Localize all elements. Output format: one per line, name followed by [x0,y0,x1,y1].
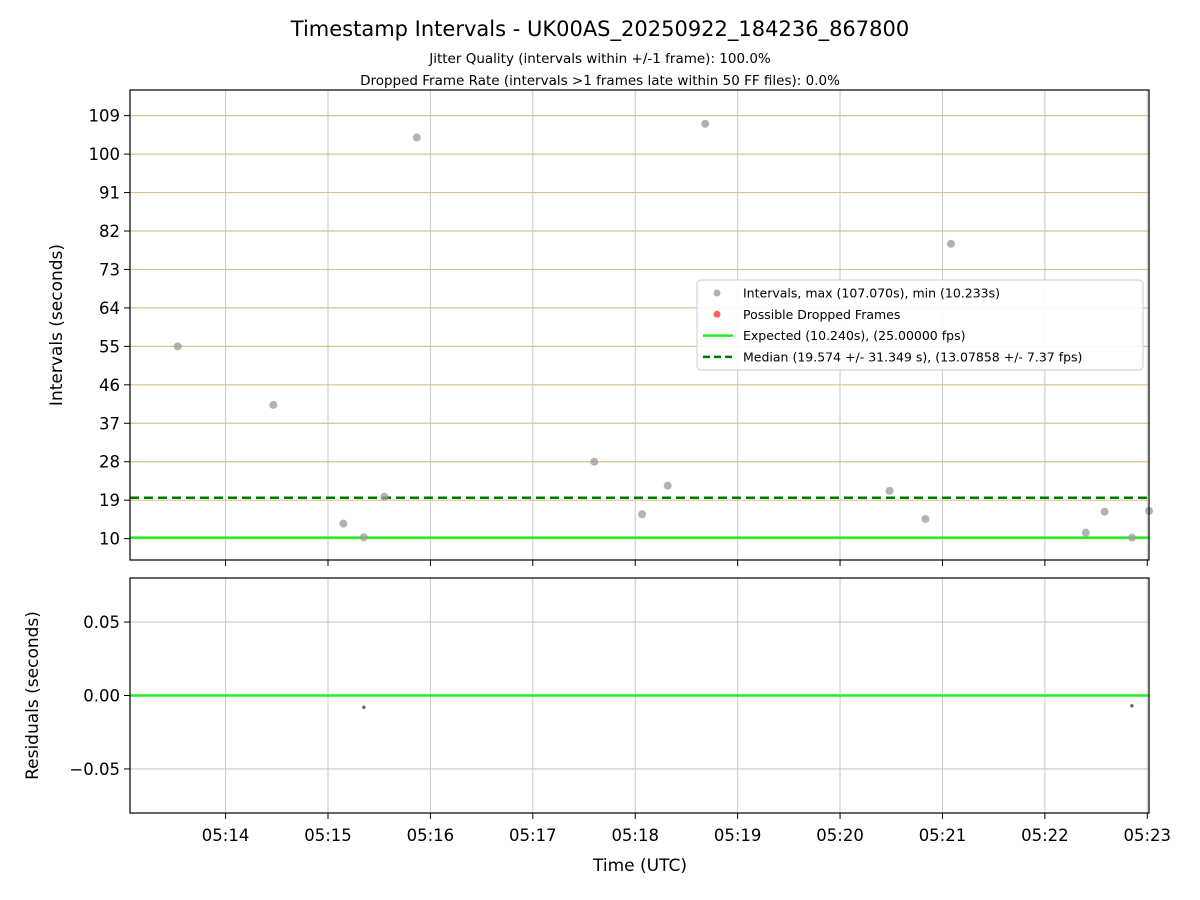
axes-frame [129,89,1150,561]
legend-label: Expected (10.240s), (25.00000 fps) [743,328,965,343]
legend-label: Possible Dropped Frames [743,307,900,322]
y-tick-label: 64 [99,299,120,318]
x-tick-label: 05:14 [202,826,250,845]
y-tick-label: 73 [99,260,120,279]
x-tick-label: 05:23 [1124,826,1172,845]
y-tick-label: 46 [99,376,120,395]
y-tick-label: 19 [99,491,120,510]
legend-entry-dropped: Possible Dropped Frames [713,307,900,322]
legend-entry-median: Median (19.574 +/- 31.349 s), (13.07858 … [703,349,1082,364]
intervals-panel: 10 19 28 37 46 55 64 73 82 91 100 109 Intervals (sec… [47,89,1153,566]
interval-point [1100,507,1109,516]
x-axis-label: Time (UTC) [592,856,687,876]
y-tick-label: 28 [99,453,120,472]
residual-point [362,705,366,709]
x-tick-label: 05:17 [509,826,557,845]
x-tick-label: 05:20 [816,826,864,845]
legend-marker [713,289,721,297]
interval-point [173,342,182,351]
interval-point [921,514,930,523]
legend-entry-intervals: Intervals, max (107.070s), min (10.233s) [713,286,1000,301]
interval-point [663,481,672,490]
x-tick-label: 05:16 [407,826,455,845]
figure-title: Timestamp Intervals - UK00AS_20250922_18… [290,17,909,42]
figure-subtitle-jitter: Jitter Quality (intervals within +/-1 fr… [428,51,771,67]
y-tick-label: 0.05 [83,613,120,632]
y-tick-label: 10 [99,530,120,549]
y-tick-label: 55 [99,337,120,356]
interval-point [701,119,710,128]
y-tick-label: 82 [99,222,120,241]
interval-point [1081,528,1090,537]
figure-subtitle-dropped: Dropped Frame Rate (intervals >1 frames … [360,73,840,89]
interval-point [947,239,956,248]
interval-point [359,533,368,542]
legend-marker [713,310,721,318]
y-axis-label: Residuals (seconds) [23,611,43,780]
legend: Intervals, max (107.070s), min (10.233s)… [696,279,1144,371]
interval-point [638,510,647,519]
interval-point [885,486,894,495]
residuals-panel: 0.05 0.00 −0.05 05:14 05:15 05:16 05:17 05:18 05… [23,577,1172,845]
y-tick-label: 100 [89,145,121,164]
y-tick-label: 91 [99,184,120,203]
interval-point [412,133,421,142]
interval-point [339,519,348,528]
y-tick-label: 37 [99,414,120,433]
y-axis-label: Intervals (seconds) [47,244,67,406]
interval-point [1127,533,1136,542]
y-tick-label: 109 [89,107,121,126]
legend-label: Median (19.574 +/- 31.349 s), (13.07858 … [743,349,1082,364]
interval-point [269,400,278,409]
x-tick-label: 05:15 [304,826,352,845]
x-tick-label: 05:19 [714,826,762,845]
legend-label: Intervals, max (107.070s), min (10.233s) [743,286,1000,301]
x-tick-label: 05:21 [919,826,967,845]
y-tick-label: −0.05 [69,760,120,779]
residual-point [1130,704,1134,708]
y-tick-label: 0.00 [83,687,120,706]
legend-frame [696,279,1144,371]
x-tick-label: 05:22 [1021,826,1069,845]
interval-point [380,492,389,501]
legend-entry-expected: Expected (10.240s), (25.00000 fps) [703,328,965,343]
interval-point [590,457,599,466]
x-tick-label: 05:18 [611,826,659,845]
